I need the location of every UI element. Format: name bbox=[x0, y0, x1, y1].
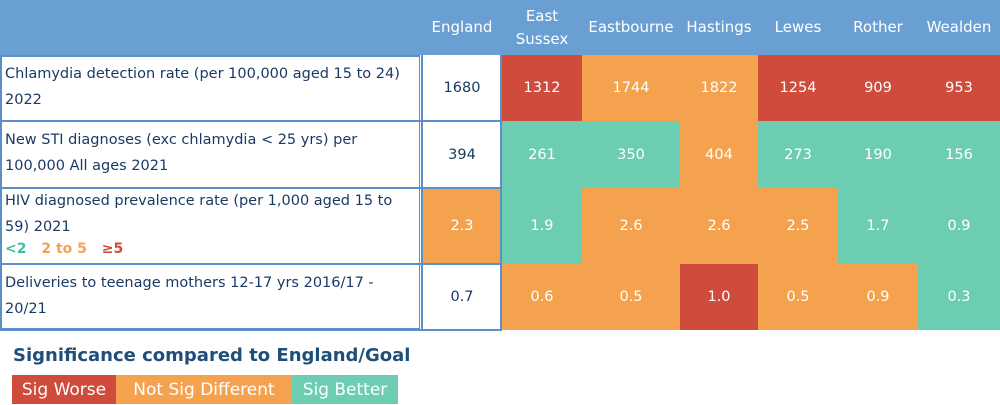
hiv-legend-mid: 2 to 5 bbox=[41, 241, 87, 257]
row-label: Chlamydia detection rate (per 100,000 ag… bbox=[5, 66, 400, 108]
column-header-east-sussex: East Sussex bbox=[515, 6, 569, 48]
table-header-band bbox=[0, 0, 1000, 55]
value-cell: 0.6 bbox=[502, 264, 582, 330]
value-cell: 1312 bbox=[502, 55, 582, 121]
value-cell: 0.5 bbox=[582, 264, 680, 330]
value-cell: 0.3 bbox=[918, 264, 1000, 330]
row-label: HIV diagnosed prevalence rate (per 1,000… bbox=[5, 193, 393, 235]
value-cell: 0.5 bbox=[758, 264, 838, 330]
column-header-lewes: Lewes bbox=[774, 18, 822, 36]
column-header-rother: Rother bbox=[853, 18, 903, 36]
value-cell: 404 bbox=[680, 121, 758, 188]
row-divider bbox=[0, 187, 502, 189]
value-cell: 2.3 bbox=[422, 188, 502, 264]
value-cell: 1254 bbox=[758, 55, 838, 121]
value-cell: 909 bbox=[838, 55, 918, 121]
value-cell: 0.9 bbox=[838, 264, 918, 330]
sig-better-key: Sig Better bbox=[292, 375, 398, 404]
value-cell: 0.7 bbox=[422, 264, 502, 330]
row-divider bbox=[0, 263, 502, 265]
value-cell: 2.6 bbox=[680, 188, 758, 264]
hiv-threshold-legend: <2 2 to 5 ≥5 bbox=[5, 241, 133, 257]
row-label: Deliveries to teenage mothers 12-17 yrs … bbox=[5, 275, 374, 317]
value-cell: 273 bbox=[758, 121, 838, 188]
value-cell: 1822 bbox=[680, 55, 758, 121]
value-cell: 953 bbox=[918, 55, 1000, 121]
column-header-wealden: Wealden bbox=[926, 18, 992, 36]
value-cell: 1.9 bbox=[502, 188, 582, 264]
row-label: New STI diagnoses (exc chlamydia < 25 yr… bbox=[5, 132, 358, 174]
value-cell: 190 bbox=[838, 121, 918, 188]
column-header-england: England bbox=[431, 18, 493, 36]
value-cell: 261 bbox=[502, 121, 582, 188]
column-divider bbox=[500, 55, 502, 330]
value-cell: 1744 bbox=[582, 55, 680, 121]
sig-worse-key: Sig Worse bbox=[12, 375, 116, 404]
table-bottom-border bbox=[0, 329, 502, 331]
column-divider bbox=[421, 55, 423, 330]
column-header-hastings: Hastings bbox=[686, 18, 752, 36]
value-cell: 2.6 bbox=[582, 188, 680, 264]
value-cell: 1.7 bbox=[838, 188, 918, 264]
value-cell: 1680 bbox=[422, 55, 502, 121]
value-cell: 350 bbox=[582, 121, 680, 188]
hiv-legend-low: <2 bbox=[5, 241, 27, 257]
significance-title: Significance compared to England/Goal bbox=[13, 345, 411, 366]
not-sig-different-key: Not Sig Different bbox=[116, 375, 292, 404]
value-cell: 1.0 bbox=[680, 264, 758, 330]
column-header-eastbourne: Eastbourne bbox=[588, 18, 674, 36]
value-cell: 0.9 bbox=[918, 188, 1000, 264]
row-divider bbox=[0, 120, 502, 122]
value-cell: 156 bbox=[918, 121, 1000, 188]
value-cell: 2.5 bbox=[758, 188, 838, 264]
value-cell: 394 bbox=[422, 121, 502, 188]
hiv-legend-high: ≥5 bbox=[101, 241, 124, 257]
